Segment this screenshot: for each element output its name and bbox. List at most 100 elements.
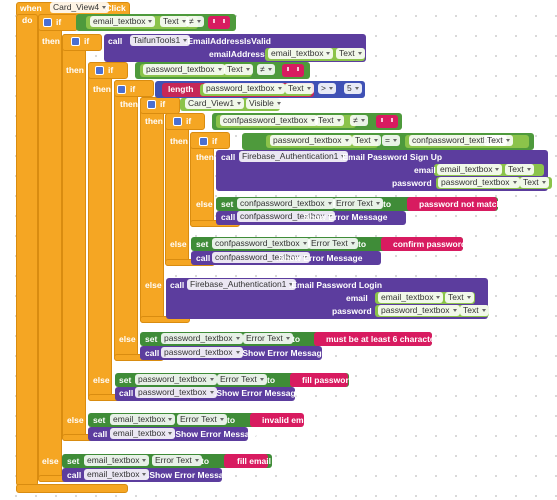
dropdown-field[interactable]: Text [520, 177, 549, 188]
dropdown-field[interactable]: > [318, 83, 336, 94]
dropdown-field[interactable]: Text [315, 115, 344, 126]
dropdown-field[interactable]: password_textbox [270, 135, 352, 146]
quote-mark [381, 118, 383, 122]
dropdown-field[interactable]: 5 [344, 83, 362, 94]
dropdown-field[interactable]: password_textbox [161, 333, 243, 344]
if-label: if [108, 65, 114, 75]
mutator-icon[interactable] [173, 117, 182, 126]
dropdown-field[interactable]: Error Text [177, 414, 227, 425]
block-label: to [292, 334, 301, 344]
if-block [38, 14, 62, 482]
block-label: else [170, 239, 187, 249]
if-block [165, 113, 189, 266]
dropdown-field[interactable]: Error Text [333, 198, 383, 209]
dropdown-field[interactable]: ≠ [350, 115, 368, 126]
dropdown-field[interactable]: password_textbox [203, 83, 285, 94]
if-label: if [212, 136, 218, 146]
dropdown-field[interactable]: Error Text [308, 238, 358, 249]
dropdown-field[interactable]: ≠ [257, 64, 275, 75]
dropdown-field[interactable]: Text [445, 292, 474, 303]
block-label: set [93, 415, 106, 425]
mutator-icon[interactable] [117, 85, 126, 94]
dropdown-field[interactable]: Firebase_Authentication1 [239, 151, 349, 162]
dropdown-field[interactable]: email_textbox [268, 48, 334, 59]
mutator-icon[interactable] [147, 100, 156, 109]
block-label: .Show Error Message [147, 470, 234, 480]
dropdown-field[interactable]: Card_View4 [50, 2, 110, 13]
dropdown-field[interactable]: email_textbox [110, 428, 176, 439]
empty-text-block [208, 16, 230, 29]
block-label: .Show Error Message [240, 348, 327, 358]
dropdown-field[interactable]: email_textbox [84, 455, 150, 466]
dropdown-field[interactable]: = [382, 135, 400, 146]
if-label: if [56, 17, 62, 27]
dropdown-field[interactable]: TaifunTools1 [130, 35, 191, 46]
text-block [224, 454, 268, 468]
dropdown-field[interactable]: password_textbox [135, 374, 217, 385]
dropdown-field[interactable]: Text [336, 48, 365, 59]
block-label: set [119, 375, 132, 385]
mutator-icon[interactable] [43, 18, 52, 27]
if-label: if [84, 36, 90, 46]
dropdown-field[interactable]: Text [460, 305, 489, 316]
dropdown-field[interactable]: Text [352, 135, 381, 146]
block-label: email [346, 293, 368, 303]
block-label: else [93, 375, 110, 385]
block-label: .Show Error Message [276, 253, 363, 263]
text-literal: must be at least 6 characters [326, 334, 443, 344]
block-label: email [414, 165, 436, 175]
block-label: call [119, 388, 134, 398]
dropdown-field[interactable]: password_textbox [161, 347, 243, 358]
empty-text-block [376, 115, 398, 128]
block-label: then [196, 152, 214, 162]
block-label: call [108, 36, 123, 46]
block-label: call [221, 212, 236, 222]
block-label: .EmailAddressIsValid [185, 36, 271, 46]
block-label: length [168, 84, 194, 94]
dropdown-field[interactable]: Text [285, 83, 314, 94]
dropdown-field[interactable]: Visible [246, 98, 284, 109]
dropdown-field[interactable]: ≠ [186, 16, 204, 27]
dropdown-field[interactable]: email_textbox [437, 164, 503, 175]
dropdown-field[interactable]: confpassword_textbox [212, 252, 310, 263]
dropdown-field[interactable]: confpassword_textbox [212, 238, 310, 249]
dropdown-field[interactable]: email_textbox [90, 16, 156, 27]
dropdown-field[interactable]: password_textbox [378, 305, 460, 316]
dropdown-field[interactable]: Error Text [243, 333, 293, 344]
dropdown-field[interactable]: email_textbox [110, 414, 176, 425]
if-block [88, 62, 112, 401]
block-label: else [196, 199, 213, 209]
dropdown-field[interactable]: confpassword_textbox [237, 198, 335, 209]
text-literal: fill password [302, 375, 354, 385]
dropdown-field[interactable]: confpassword_textbox [237, 211, 335, 222]
text-block [407, 197, 497, 211]
dropdown-field[interactable]: password_textbox [143, 64, 225, 75]
dropdown-field[interactable]: password_textbox [438, 177, 520, 188]
event-block [16, 484, 128, 493]
dropdown-field[interactable]: Error Text [217, 374, 267, 385]
dropdown-field[interactable]: confpassword_textbox [220, 115, 318, 126]
if-label: if [186, 116, 192, 126]
mutator-icon[interactable] [95, 66, 104, 75]
dropdown-field[interactable]: Text [505, 164, 534, 175]
block-label: .Email Password Login [289, 280, 383, 290]
mutator-icon[interactable] [199, 137, 208, 146]
block-label: call [221, 152, 236, 162]
block-label: .Show Error Message [173, 429, 260, 439]
dropdown-field[interactable]: email_textbox [378, 292, 444, 303]
quote-mark [287, 67, 289, 71]
dropdown-field[interactable]: Error Text [152, 455, 202, 466]
dropdown-field[interactable]: email_textbox [84, 469, 150, 480]
block-label: .Click [103, 3, 126, 13]
mutator-icon[interactable] [71, 37, 80, 46]
block-label: to [267, 375, 276, 385]
dropdown-field[interactable]: Card_View1 [185, 98, 245, 109]
block-label: else [145, 280, 162, 290]
dropdown-field[interactable]: Firebase_Authentication1 [187, 279, 297, 290]
dropdown-field[interactable]: Text [484, 135, 513, 146]
dropdown-field[interactable]: password_textbox [135, 387, 217, 398]
text-literal: invalid email [262, 415, 314, 425]
dropdown-field[interactable]: Text [160, 16, 189, 27]
block-label: call [170, 280, 185, 290]
dropdown-field[interactable]: Text [224, 64, 253, 75]
